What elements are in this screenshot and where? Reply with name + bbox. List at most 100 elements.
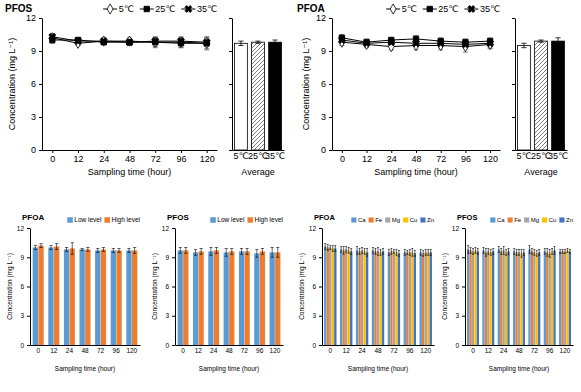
- error-bar: [34, 246, 37, 250]
- bar: [239, 251, 244, 345]
- bar: [507, 251, 509, 345]
- bar: [54, 247, 59, 345]
- plot-area: [33, 243, 138, 345]
- error-bar: [564, 249, 566, 253]
- error-bar: [117, 248, 120, 252]
- legend-swatch: [67, 217, 73, 223]
- legend-label: Ca: [358, 217, 366, 223]
- legend-swatch: [247, 217, 253, 223]
- y-axis-title: Concentration (mg L⁻¹): [6, 253, 14, 320]
- y-axis: 036912: [316, 13, 333, 155]
- bar: [252, 42, 265, 150]
- legend-label: Ca: [497, 217, 505, 223]
- legend-marker: [144, 6, 149, 11]
- bar: [358, 251, 360, 345]
- y-axis-line: [42, 19, 43, 151]
- y-tick-label: 9: [312, 254, 316, 261]
- legend: Low level High level: [210, 216, 283, 224]
- error-bar: [520, 249, 522, 257]
- error-bar: [133, 248, 136, 254]
- y-tick-mark: [319, 228, 322, 229]
- error-bar: [184, 248, 187, 254]
- bar: [492, 251, 494, 345]
- y-tick-mark: [27, 228, 30, 229]
- x-tick-label: 24: [358, 347, 366, 354]
- y-tick-label: 6: [312, 283, 316, 290]
- x-tick-mark: [441, 150, 442, 153]
- error-bar: [544, 248, 546, 254]
- legend-item: Mg: [385, 217, 400, 223]
- y-tick-mark: [319, 257, 322, 258]
- y-tick-label: 3: [165, 312, 169, 319]
- bar: [533, 252, 535, 345]
- y-axis-title: Concentration (mg L⁻¹): [441, 253, 449, 320]
- bar: [523, 252, 525, 345]
- x-tick-label: 0: [181, 347, 185, 354]
- y-tick: [512, 51, 515, 52]
- error-bar: [348, 248, 350, 254]
- x-tick-mark: [181, 150, 182, 153]
- x-tick-label: 96: [176, 154, 186, 164]
- x-tick: 48: [81, 345, 89, 354]
- legend-label: Low level: [74, 216, 102, 223]
- bar: [350, 251, 352, 345]
- y-tick: 9: [165, 254, 175, 261]
- bar: [398, 253, 400, 345]
- bar: [254, 253, 259, 345]
- y-tick-mark: [39, 117, 42, 118]
- x-axis: 01224487296120: [31, 345, 141, 354]
- error-bar: [470, 248, 472, 254]
- x-tick-mark: [104, 150, 105, 153]
- y-tick: 0: [455, 342, 465, 349]
- y-tick-mark: [229, 117, 232, 118]
- error-bar: [485, 248, 487, 256]
- error-bar: [374, 248, 376, 254]
- x-axis: 01224487296120: [323, 345, 435, 354]
- error-bar: [551, 248, 553, 254]
- bar: [64, 249, 69, 345]
- legend-item: Low level: [210, 216, 245, 223]
- error-bar: [472, 248, 474, 254]
- y-tick-label: 0: [312, 342, 316, 349]
- error-bar: [562, 249, 564, 253]
- x-tick-label: 12: [343, 347, 351, 354]
- marker: [411, 38, 421, 48]
- bar: [377, 251, 379, 345]
- x-tick-label: 120: [420, 347, 431, 354]
- y-tick-mark: [229, 84, 232, 85]
- legend-item: High level: [104, 216, 140, 224]
- bar: [513, 251, 515, 345]
- bar: [515, 252, 517, 345]
- y-tick: 6: [20, 283, 30, 290]
- error-bar: [411, 248, 413, 256]
- legend-item: Fe: [369, 217, 383, 223]
- bar: [520, 253, 522, 345]
- bar: [199, 251, 204, 345]
- x-tick-mark: [342, 150, 343, 153]
- y-tick-mark: [512, 84, 515, 85]
- x-tick-label: 12: [74, 154, 84, 164]
- y-tick-mark: [462, 316, 465, 317]
- legend-label: High level: [254, 216, 283, 224]
- y-tick: 9: [321, 46, 332, 56]
- error-bar: [327, 245, 329, 251]
- bar: [38, 246, 43, 345]
- x-tick: 96: [113, 345, 121, 354]
- x-axis-title: Sampling time (hour): [374, 167, 458, 177]
- y-axis: 036912: [162, 225, 176, 349]
- x-tick-label: 5℃: [516, 151, 531, 161]
- error-bar: [272, 40, 277, 44]
- error-bar: [200, 248, 203, 254]
- x-tick: 48: [411, 150, 421, 164]
- title: PFOA: [314, 213, 335, 222]
- x-tick-label: 120: [270, 347, 281, 354]
- y-axis-title: Concentration (mg L⁻¹): [7, 38, 17, 130]
- y-tick-mark: [329, 150, 332, 151]
- y-tick-mark: [229, 150, 232, 151]
- bar: [552, 41, 565, 150]
- bar: [229, 251, 234, 345]
- bar: [559, 251, 561, 345]
- bar: [374, 251, 376, 345]
- x-tick: 120: [200, 150, 215, 164]
- y-tick: 12: [17, 225, 30, 232]
